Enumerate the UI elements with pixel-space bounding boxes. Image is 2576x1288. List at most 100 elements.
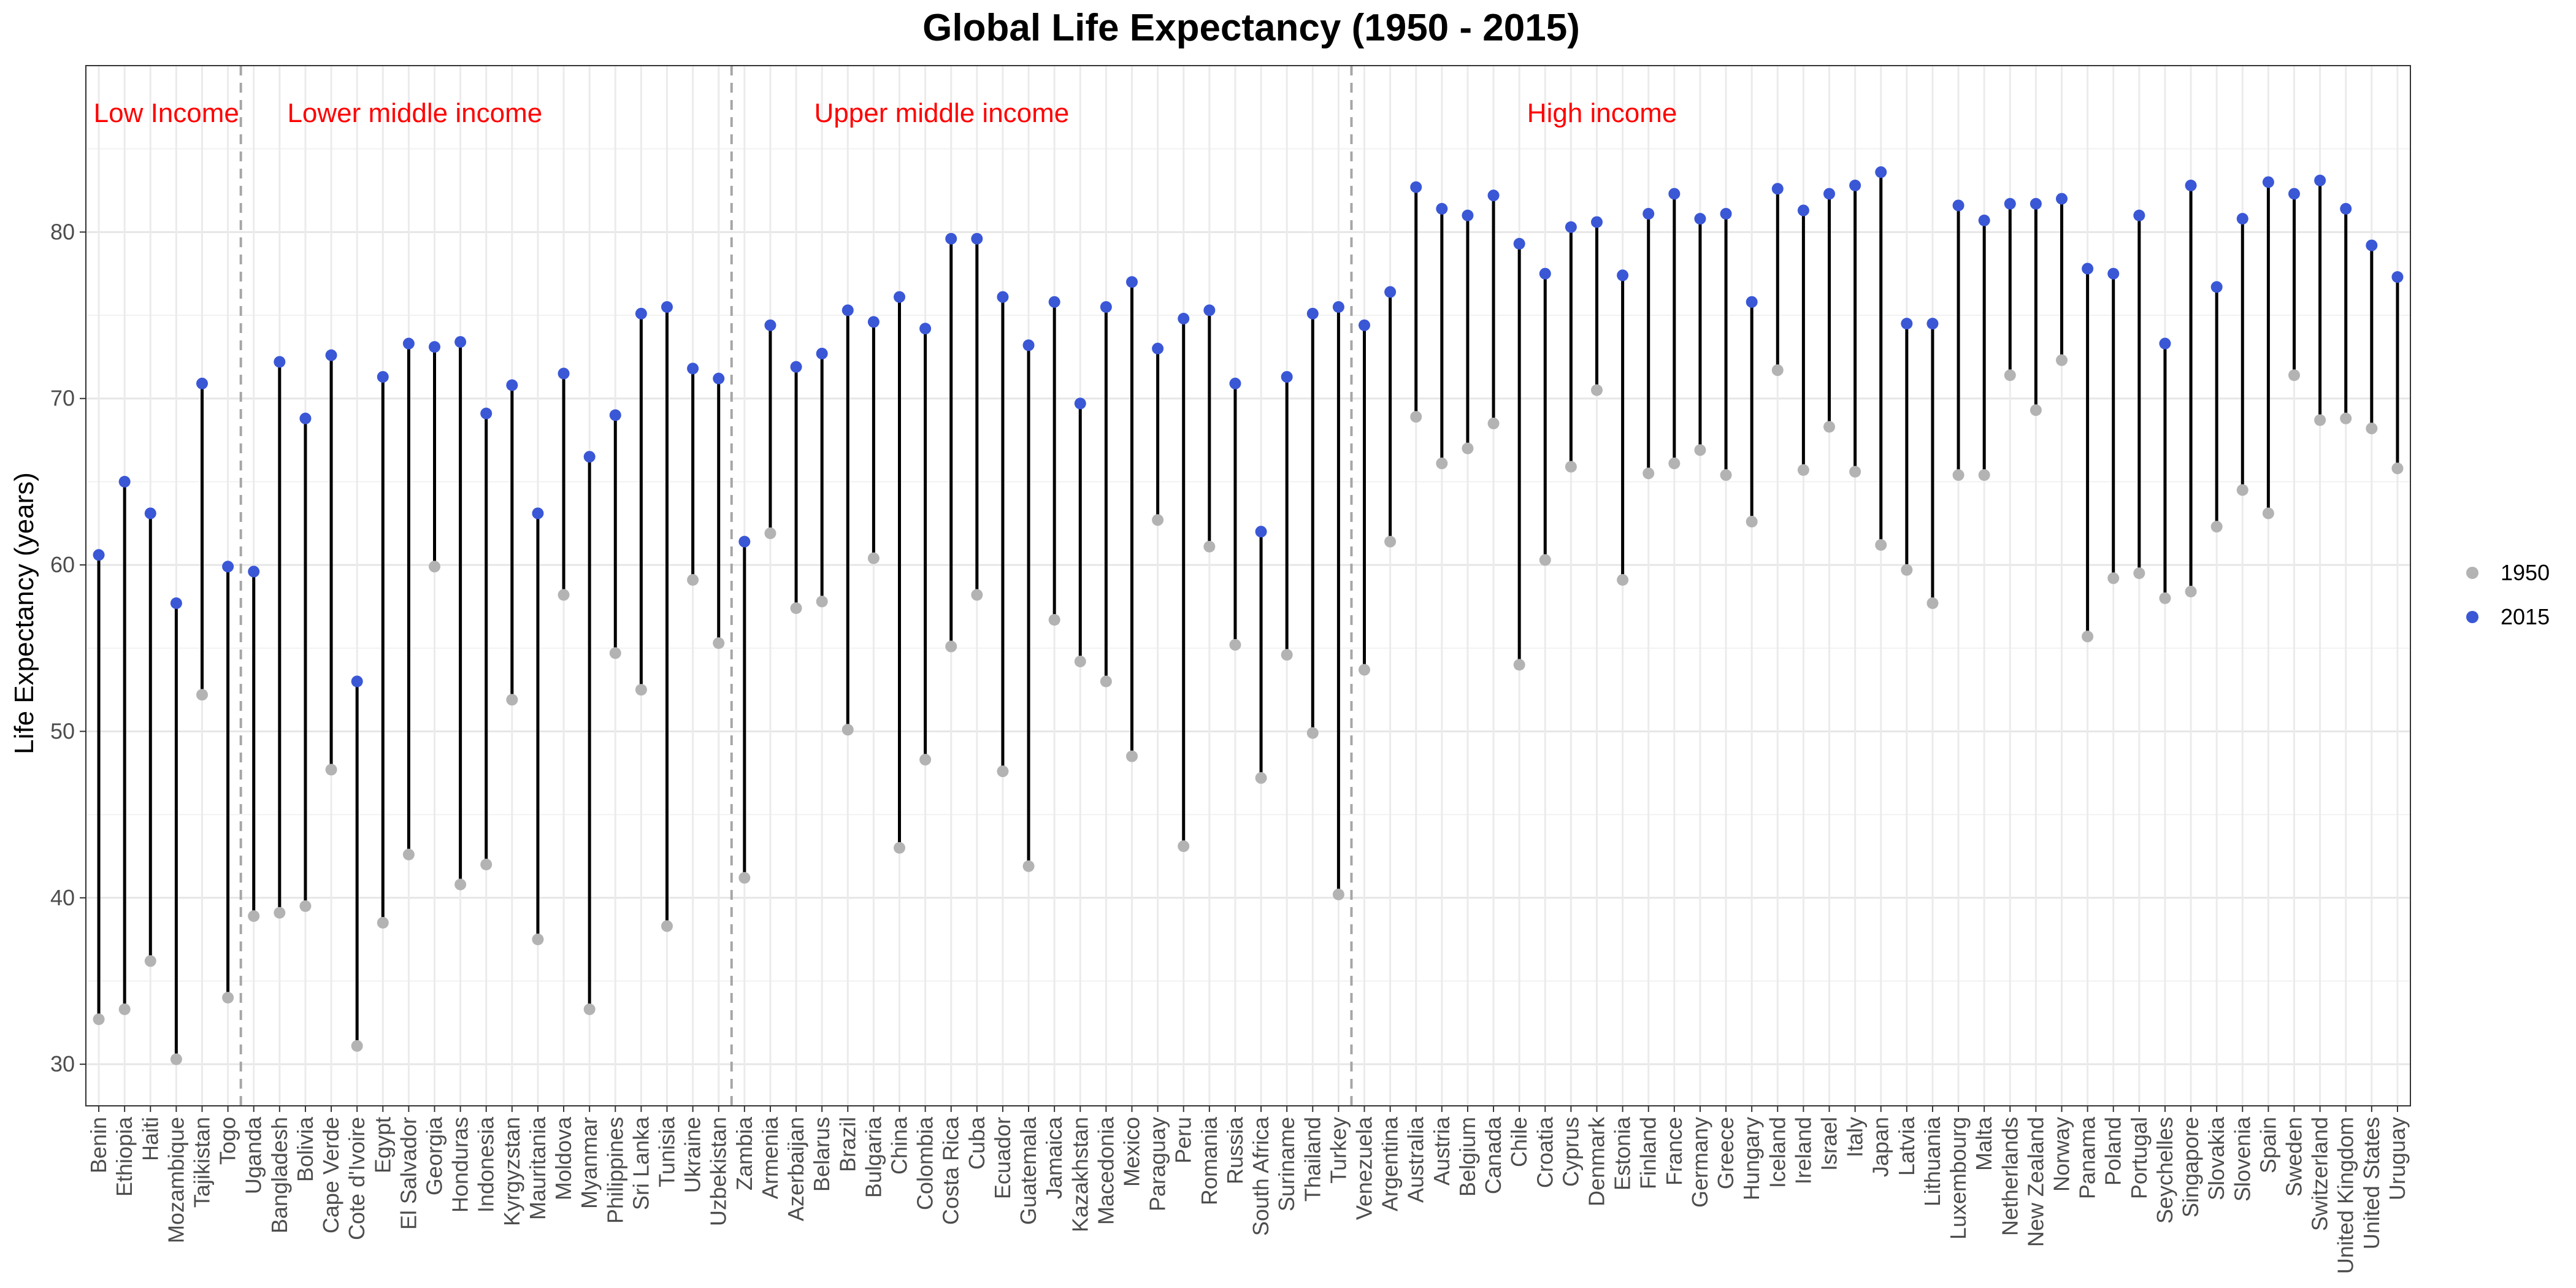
x-tick-label-15: Indonesia xyxy=(473,1116,499,1213)
x-tick-label-78: Poland xyxy=(2101,1117,2126,1186)
x-tick-label-56: Croatia xyxy=(1532,1116,1557,1188)
point-1950-8 xyxy=(299,900,312,912)
point-2015-30 xyxy=(867,316,880,328)
point-1950-64 xyxy=(1746,516,1758,528)
point-2015-60 xyxy=(1643,208,1655,220)
point-2015-50 xyxy=(1384,286,1397,298)
point-2015-10 xyxy=(351,675,363,688)
x-tick-label-34: Cuba xyxy=(964,1116,989,1170)
x-tick-label-39: Macedonia xyxy=(1093,1116,1118,1225)
point-1950-22 xyxy=(661,920,673,932)
y-tick-label: 80 xyxy=(50,219,75,244)
point-1950-31 xyxy=(894,841,905,854)
point-2015-2 xyxy=(144,507,156,519)
point-1950-28 xyxy=(816,596,828,608)
point-1950-69 xyxy=(1875,539,1887,551)
point-1950-61 xyxy=(1668,458,1681,470)
x-tick-label-14: Honduras xyxy=(448,1117,473,1213)
point-1950-30 xyxy=(867,552,880,564)
point-2015-68 xyxy=(1849,179,1861,191)
x-tick-label-27: Azerbaijan xyxy=(783,1117,808,1221)
point-2015-20 xyxy=(609,409,621,421)
point-1950-54 xyxy=(1487,417,1500,429)
point-1950-55 xyxy=(1513,659,1525,671)
x-tick-label-33: Costa Rica xyxy=(938,1116,964,1225)
point-2015-9 xyxy=(325,349,337,361)
point-1950-33 xyxy=(945,640,957,653)
x-tick-label-74: Netherlands xyxy=(1997,1117,2022,1236)
point-2015-53 xyxy=(1462,209,1474,221)
point-1950-43 xyxy=(1203,540,1216,553)
point-1950-26 xyxy=(764,527,776,540)
point-1950-65 xyxy=(1771,364,1784,377)
point-2015-69 xyxy=(1875,166,1887,178)
point-2015-38 xyxy=(1074,397,1086,410)
point-2015-42 xyxy=(1178,312,1190,324)
point-2015-31 xyxy=(894,291,905,303)
point-1950-6 xyxy=(248,910,260,922)
point-2015-23 xyxy=(687,362,699,375)
point-2015-26 xyxy=(764,319,776,331)
x-tick-label-87: United Kingdom xyxy=(2333,1117,2358,1274)
point-2015-78 xyxy=(2107,267,2120,280)
x-tick-label-21: Sri Lanka xyxy=(628,1116,653,1210)
x-tick-label-72: Luxembourg xyxy=(1945,1117,1971,1240)
legend-key-2015 xyxy=(2466,611,2478,623)
y-tick-label: 60 xyxy=(50,552,75,577)
x-tick-label-31: China xyxy=(887,1116,912,1175)
point-2015-6 xyxy=(248,565,260,578)
range-segments xyxy=(97,172,2399,1060)
x-tick-label-47: Thailand xyxy=(1300,1117,1325,1202)
point-2015-72 xyxy=(1952,199,1965,212)
point-2015-28 xyxy=(816,347,828,359)
x-tick-label-44: Russia xyxy=(1222,1116,1248,1184)
x-tick-label-29: Brazil xyxy=(835,1117,860,1172)
x-tick-label-54: Canada xyxy=(1481,1116,1506,1194)
point-1950-13 xyxy=(429,561,440,573)
x-tick-label-46: Suriname xyxy=(1274,1117,1299,1211)
point-2015-88 xyxy=(2366,239,2378,251)
x-tick-label-30: Bulgaria xyxy=(861,1116,886,1198)
point-1950-4 xyxy=(196,689,208,701)
point-2015-17 xyxy=(532,507,544,519)
point-1950-80 xyxy=(2159,592,2171,604)
point-2015-32 xyxy=(919,323,932,335)
point-2015-77 xyxy=(2082,263,2094,275)
point-2015-3 xyxy=(170,597,182,609)
point-2015-25 xyxy=(738,535,751,548)
point-2015-65 xyxy=(1771,183,1784,195)
point-1950-49 xyxy=(1359,664,1370,676)
x-axis-ticks: Benin Ethiopia Haiti Mozambique Tajikistan To… xyxy=(86,1106,2410,1274)
chart-title: Global Life Expectancy (1950 - 2015) xyxy=(922,7,1580,49)
x-tick-label-23: Ukraine xyxy=(680,1117,705,1193)
point-1950-5 xyxy=(222,992,234,1004)
x-tick-label-75: New Zealand xyxy=(2023,1117,2048,1247)
point-2015-46 xyxy=(1281,370,1293,383)
point-1950-72 xyxy=(1952,469,1965,481)
point-1950-18 xyxy=(558,589,570,601)
x-tick-label-59: Estonia xyxy=(1610,1116,1635,1190)
point-2015-37 xyxy=(1048,296,1060,308)
point-1950-68 xyxy=(1849,466,1861,478)
point-2015-71 xyxy=(1926,318,1939,330)
x-tick-label-25: Zambia xyxy=(732,1116,757,1190)
point-1950-37 xyxy=(1048,614,1060,626)
point-1950-24 xyxy=(713,637,725,650)
income-group-labels: Low Income Lower middle income Upper middl… xyxy=(94,98,1677,128)
point-2015-41 xyxy=(1152,342,1164,355)
x-tick-label-18: Moldova xyxy=(551,1116,576,1200)
point-1950-10 xyxy=(351,1040,363,1052)
x-tick-label-26: Armenia xyxy=(757,1116,783,1199)
x-tick-label-63: Greece xyxy=(1713,1117,1738,1189)
point-1950-59 xyxy=(1617,574,1629,586)
point-2015-14 xyxy=(454,335,467,348)
legend-label-1950: 1950 xyxy=(2501,560,2550,585)
x-tick-label-11: Egypt xyxy=(370,1117,395,1173)
point-1950-70 xyxy=(1901,564,1913,576)
point-2015-21 xyxy=(635,307,647,320)
x-tick-label-45: South Africa xyxy=(1248,1116,1273,1236)
point-1950-32 xyxy=(919,754,932,766)
point-1950-58 xyxy=(1591,384,1603,396)
point-1950-50 xyxy=(1384,535,1397,548)
